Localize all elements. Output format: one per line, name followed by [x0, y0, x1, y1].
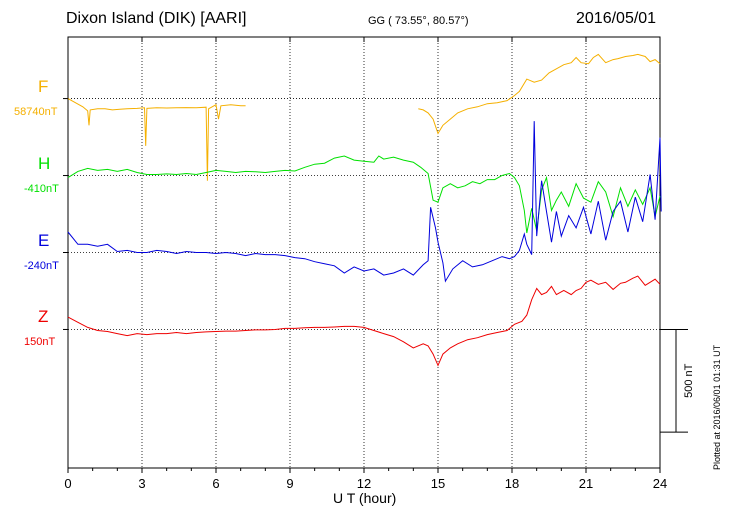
series-line-E — [67, 121, 662, 283]
x-tick-label: 0 — [64, 476, 71, 491]
x-tick-label: 9 — [286, 476, 293, 491]
x-tick-label: 15 — [431, 476, 445, 491]
channel-label-H: H — [38, 153, 51, 173]
x-axis-label: U T (hour) — [333, 490, 397, 506]
series-line-Z — [67, 275, 661, 367]
x-tick-label: 6 — [212, 476, 219, 491]
chart-title: Dixon Island (DIK) [AARI] — [66, 10, 247, 27]
channel-baseline-H: -410nT — [24, 182, 59, 195]
x-tick-label: 3 — [138, 476, 145, 491]
x-tick-label: 12 — [357, 476, 371, 491]
series-line-H — [67, 155, 661, 234]
channel-label-E: E — [38, 230, 50, 250]
channel-baseline-Z: 150nT — [24, 336, 56, 349]
x-tick-label: 18 — [505, 476, 519, 491]
series-line-F — [418, 53, 661, 135]
scale-bar-label: 500 nT — [683, 363, 695, 398]
channel-label-Z: Z — [38, 307, 49, 327]
x-tick-label: 24 — [653, 476, 667, 491]
chart-date: 2016/05/01 — [576, 10, 657, 27]
station-coordinates: GG ( 73.55°, 80.57°) — [368, 15, 469, 27]
series-line-F — [67, 98, 246, 181]
channel-baseline-E: -240nT — [24, 259, 59, 272]
channel-baseline-F: 58740nT — [14, 105, 58, 118]
channel-label-F: F — [38, 76, 49, 96]
x-tick-label: 21 — [579, 476, 593, 491]
